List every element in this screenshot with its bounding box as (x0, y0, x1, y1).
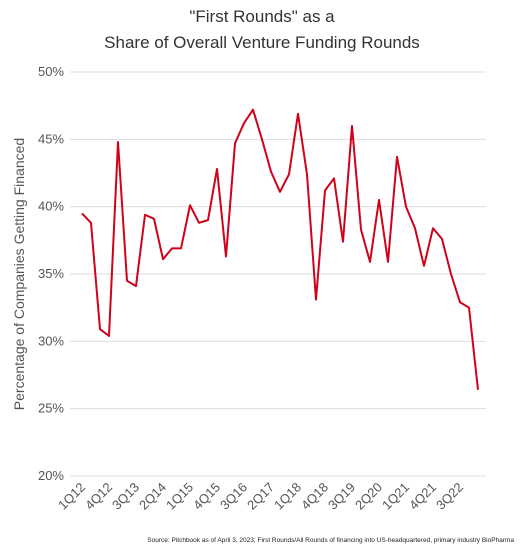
x-tick-label: 3Q22 (433, 480, 466, 513)
x-tick-label: 1Q12 (55, 480, 88, 513)
x-tick-label: 2Q17 (244, 480, 277, 513)
chart-title: Share of Overall Venture Funding Rounds (104, 33, 420, 52)
y-tick-label: 35% (38, 266, 64, 281)
x-tick-label: 3Q13 (109, 480, 142, 513)
y-tick-label: 50% (38, 64, 64, 79)
x-tick-label: 1Q15 (163, 480, 196, 513)
x-tick-label: 2Q14 (136, 480, 169, 513)
y-axis-label: Percentage of Companies Getting Financed (11, 138, 27, 410)
x-tick-label: 3Q16 (217, 480, 250, 513)
y-tick-label: 45% (38, 131, 64, 146)
chart-title: "First Rounds" as a (189, 7, 335, 26)
x-tick-label: 4Q21 (406, 480, 439, 513)
x-tick-label: 1Q21 (379, 480, 412, 513)
x-tick-label: 2Q20 (352, 480, 385, 513)
x-tick-label: 4Q18 (298, 480, 331, 513)
x-tick-label: 3Q19 (325, 480, 358, 513)
x-tick-label: 1Q18 (271, 480, 304, 513)
y-tick-label: 20% (38, 468, 64, 483)
data-line (81, 108, 479, 390)
x-tick-label: 4Q15 (190, 480, 223, 513)
x-tick-label: 4Q12 (82, 480, 115, 513)
y-tick-label: 40% (38, 199, 64, 214)
y-tick-label: 25% (38, 401, 64, 416)
source-note: Source: Pitchbook as of April 3, 2023; F… (147, 537, 514, 544)
y-tick-label: 30% (38, 333, 64, 348)
